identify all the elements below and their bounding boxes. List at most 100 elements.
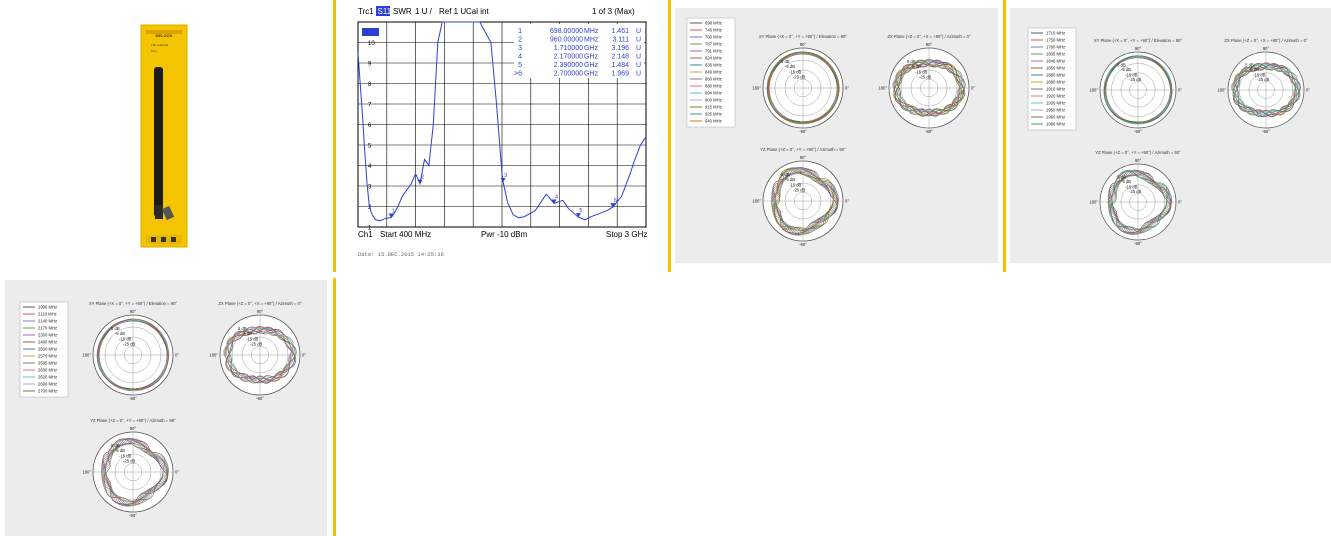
swr-y-tick-label: 6 [368,123,372,129]
polar-plot-title: YZ Plane (+Z = 0°, +Y = +90°) / Azimuth … [1095,150,1181,155]
polar-angle-label: 90° [1263,46,1270,51]
swr-start-label: Start 400 MHz [380,230,431,239]
polar-legend-label: 787 MHz [705,42,722,47]
polar-legend-label: 746 MHz [705,28,722,33]
swr-y-tick-label: 5 [368,144,372,150]
swr-marker-table-cell: 2.148 [611,54,629,61]
polar-legend-label: 849 MHz [705,70,722,75]
polar-legend-label: 1920 MHz [1046,94,1065,99]
polar-plot-title: ZX Plane (+Z = 0°, +X = +90°) / Azimuth … [887,34,971,39]
swr-marker-table-cell: MHz [584,37,599,44]
radiation-pattern-low-band-tile[interactable]: 698 MHz 746 MHz 760 MHz 787 MHz 791 MHz 824 M… [675,8,998,263]
polar-ring-label: -25 dB [250,341,263,346]
polar-legend-label: 1930 MHz [1046,101,1065,106]
polar-ring-label: -25 dB [793,187,806,192]
polar-plot-title: XY Plane (+X = 0°, +Y = +90°) / Elevatio… [759,34,848,39]
swr-markers: 12 3456 [389,173,617,218]
radiation-pattern-mid-band: 1710 MHz1750 MHz1780 MHz1805 MHz1840 MHz… [1010,8,1331,263]
polar-legend-label: 836 MHz [705,63,722,68]
polar-legend-label: 2300 MHz [38,333,57,338]
polar-legend-label: 1805 MHz [1046,52,1065,57]
polar-plot-2: YZ Plane (+Z = 0°, +Y = +90°) / Azimuth … [1089,150,1182,246]
swr-marker-table: 1 698.00000 MHz 1.461 U2 960.00000 MHz 3.111 U3 1… [514,24,644,78]
polar-legend-label: 2600 MHz [38,368,57,373]
swr-stop-label: Stop 3 GHz [606,230,647,239]
swr-marker-table-cell: 1.969 [611,71,629,78]
polar-legend-label: 894 MHz [705,91,722,96]
swr-page-label: 1 of 3 (Max) [592,7,635,16]
polar-legend-label: 1880 MHz [1046,80,1065,85]
polar-ring-label: -25 dB [1129,189,1142,194]
polar-legend-label: 1950 MHz [1046,108,1065,113]
swr-marker-table-cell: 3.111 [613,37,630,44]
polar-ring-label: -5 dB [1249,67,1259,72]
polar-legend-label: 2400 MHz [38,340,57,345]
swr-marker-label: 2 [421,175,424,181]
polar-angle-label: 90° [130,426,137,431]
polar-legend-label: 2140 MHz [38,319,57,324]
polar-angle-label: -90° [1134,241,1142,246]
polar-angle-label: 90° [1135,158,1142,163]
radiation-pattern-mid-band-tile[interactable]: 1710 MHz 1750 MHz 1780 MHz 1805 MHz 1840 MHz… [1010,8,1331,263]
polar-angle-label: 0° [1178,200,1182,205]
swr-marker-table-cell: 2.390000 [554,62,583,69]
polar-plot-title: YZ Plane (+Z = 0°, +Y = +90°) / Azimuth … [90,418,176,423]
swr-ref-label: Ref 1 U [439,7,466,16]
gallery-divider [1003,0,1006,272]
polar-legend-label: 1960 MHz [1046,115,1065,120]
polar-angle-label: 0° [175,353,179,358]
swr-marker-label: 4 [555,194,558,200]
radiation-pattern-high-band-tile[interactable]: 1990 MHz 2110 MHz 2140 MHz 2170 MHz 2300 MHz… [5,280,327,536]
product-image-tile[interactable]: DELOCK LTE Antenna 88xxx [0,0,330,270]
polar-ring-label: -25 dB [919,74,932,79]
polar-ring-label: -25 dB [793,74,806,79]
polar-plot-0: XY Plane (+X = 0°, +Y = +90°) / Elevatio… [1089,38,1182,134]
polar-ring-label: -5 dB [785,64,795,69]
polar-legend-label: 925 MHz [705,112,722,117]
polar-legend-label: 1990 MHz [38,305,57,310]
swr-marker-table-cell: GHz [584,62,599,69]
polar-legend-label: 940 MHz [705,119,722,124]
swr-marker-table-cell: U [636,37,641,44]
swr-marker-table-cell: 2.170000 [554,54,583,61]
polar-plot-title: YZ Plane (+Z = 0°, +Y = +90°) / Azimuth … [760,147,846,152]
swr-trace-label: Trc1 [358,7,374,16]
polar-angle-label: -90° [1262,129,1270,134]
swr-param-label: S11 [378,7,392,16]
polar-plot-0: XY Plane (+X = 0°, +Y = +90°) / Elevatio… [82,301,179,401]
swr-marker-table-cell: U [636,71,641,78]
polar-legend-label: 791 MHz [705,49,722,54]
product-name: LTE Antenna [151,43,168,47]
swr-chart-tile[interactable]: Trc1 S11 SWR 1 U / Ref 1 U Cal int 1 of … [338,0,668,270]
swr-marker-table-cell: U [636,45,641,52]
polar-legend-label: 2170 MHz [38,326,57,331]
swr-marker-table-cell: GHz [584,54,599,61]
polar-angle-label: 90° [800,42,807,47]
swr-marker-table-cell: U [636,54,641,61]
swr-marker-table-cell: 5 [518,62,522,69]
swr-y-tick-label: 4 [368,164,372,170]
polar-angle-label: -90° [256,396,264,401]
swr-marker-table-cell: 1.710000 [554,45,583,52]
polar-angle-label: -90° [799,242,807,247]
polar-angle-label: 90° [1135,46,1142,51]
swr-format-label: SWR [393,7,412,16]
polar-legend-label: 2500 MHz [38,347,57,352]
swr-marker-table-cell: 698.00000 [550,28,583,35]
swr-marker-table-cell: 3.196 [611,45,629,52]
polar-angle-label: 0° [845,199,849,204]
polar-legend-label: 1840 MHz [1046,59,1065,64]
polar-angle-label: -90° [1134,129,1142,134]
polar-plot-1: ZX Plane (+Z = 0°, +X = +90°) / Azimuth … [878,34,975,134]
polar-legend-label: 900 MHz [705,98,722,103]
polar-legend-label: 2620 MHz [38,375,57,380]
polar-plot-0: XY Plane (+X = 0°, +Y = +90°) / Elevatio… [752,34,849,134]
swr-header: Trc1 S11 SWR 1 U / Ref 1 U Cal int 1 of … [358,6,635,16]
swr-marker-label: 5 [579,208,582,214]
product-brand: DELOCK [156,33,173,38]
swr-active-trace-marker [362,28,379,36]
polar-angle-label: 180° [878,86,887,91]
polar-plot-1: ZX Plane (+Z = 0°, +X = +90°) / Azimuth … [209,301,306,401]
polar-ring-label: -25 dB [1257,77,1270,82]
polar-ring-label: -5 dB [911,64,921,69]
